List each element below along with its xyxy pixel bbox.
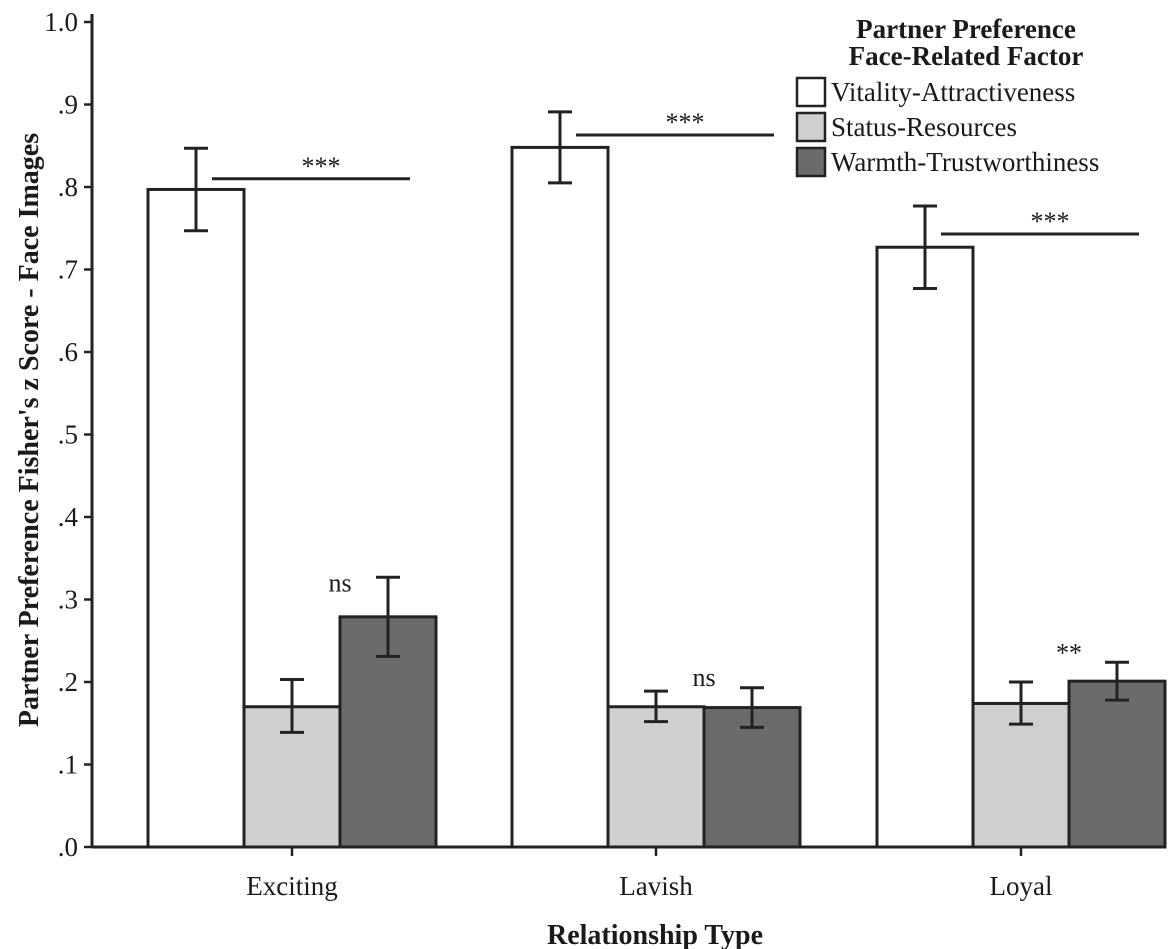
y-tick-label: .7 (58, 255, 78, 285)
y-tick-label: .4 (58, 502, 79, 532)
y-tick-label: .0 (58, 832, 78, 862)
y-tick-label: .9 (58, 90, 78, 120)
legend-swatch (795, 111, 827, 143)
bar (702, 706, 802, 849)
legend-title-line2: Face-Related Factor (849, 41, 1084, 71)
significance-label: ns (692, 663, 715, 692)
legend: Partner Preference Face-Related Factor V… (795, 14, 1099, 178)
bar (606, 705, 706, 849)
significance-label: ** (1056, 638, 1082, 667)
x-tick-label: Exciting (246, 871, 337, 901)
y-tick-label: 1.0 (44, 7, 78, 37)
bar (875, 245, 975, 849)
y-tick-label: .3 (58, 585, 78, 615)
legend-label: Vitality-Attractiveness (831, 77, 1075, 107)
legend-label: Warmth-Trustworthiness (831, 147, 1099, 177)
bar (510, 145, 610, 849)
legend-title-line1: Partner Preference (856, 14, 1076, 44)
significance-label: ns (328, 568, 351, 597)
x-axis-title: Relationship Type (547, 920, 763, 949)
legend-swatch (795, 76, 827, 108)
bar (1067, 679, 1167, 849)
y-axis-title: Partner Preference Fisher's z Score - Fa… (14, 133, 45, 727)
significance-label: *** (666, 108, 705, 137)
significance-annotations: *** *** *** ns ns ** (212, 108, 1139, 692)
bars (146, 110, 1167, 849)
y-tick-label: .2 (58, 667, 78, 697)
legend-label: Status-Resources (831, 112, 1017, 142)
y-tick-label: .1 (58, 750, 78, 780)
bar (146, 187, 246, 849)
y-tick-label: .5 (58, 420, 78, 450)
axes: .0 .1 .2 .3 .4 .5 .6 .7 .8 .9 1.0 Exciting Lavish Loy… (44, 7, 1166, 901)
y-tick-label: .8 (58, 172, 78, 202)
x-tick-label: Lavish (619, 871, 693, 901)
significance-label: *** (1031, 207, 1070, 236)
x-tick-label: Loyal (990, 871, 1053, 901)
legend-swatch (795, 146, 827, 178)
y-tick-label: .6 (58, 337, 78, 367)
significance-label: *** (302, 152, 341, 181)
